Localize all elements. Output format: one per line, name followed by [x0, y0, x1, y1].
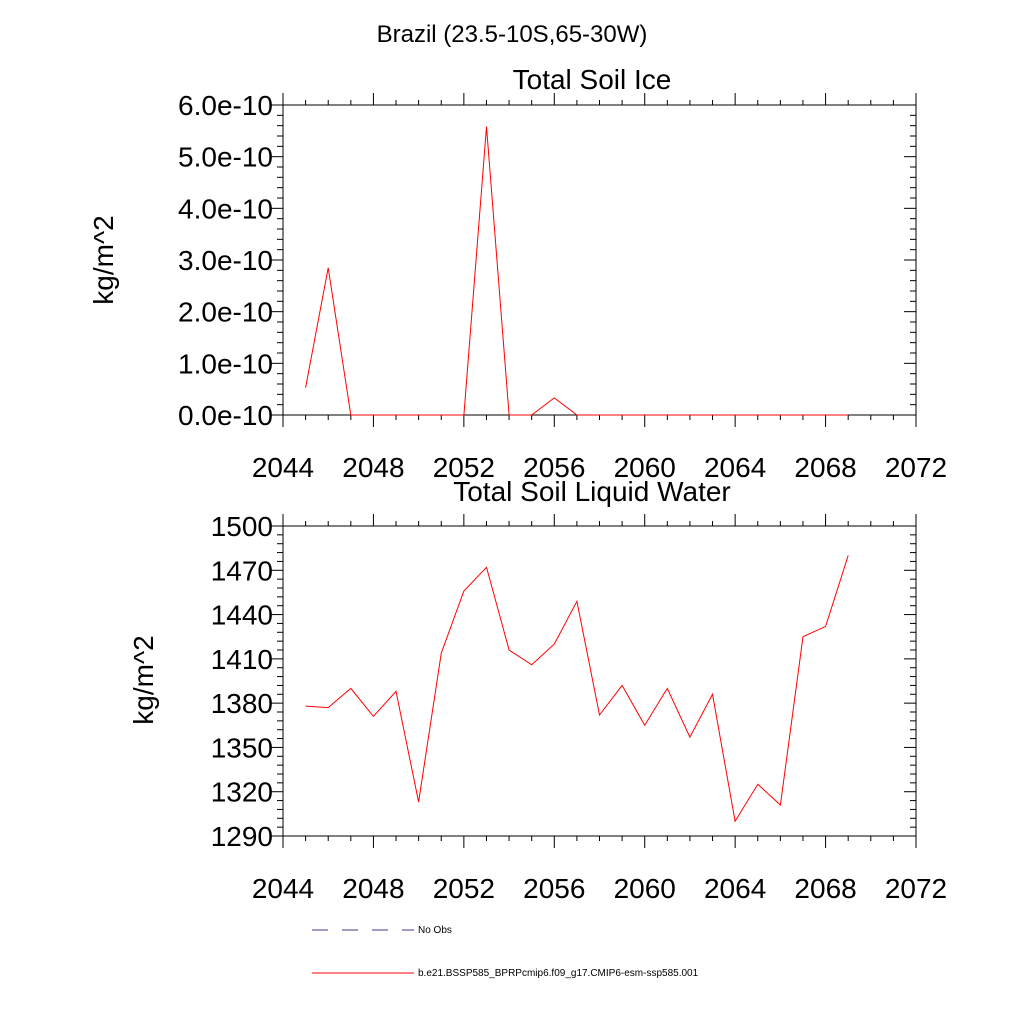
soil-liquid-ytick-label: 1500 [211, 511, 273, 542]
soil-liquid-xtick-label: 2060 [614, 873, 676, 904]
soil-ice-series-line [305, 126, 849, 416]
soil-liquid-panel: Total Soil Liquid Water kg/m^2 2044 2048 2… [128, 476, 947, 904]
soil-liquid-xtick-label: 2064 [704, 873, 766, 904]
soil-ice-xtick-label: 2052 [433, 452, 495, 483]
soil-ice-plot-frame [282, 104, 917, 416]
soil-liquid-xtick-label: 2056 [523, 873, 585, 904]
soil-ice-xtick-label: 2072 [885, 452, 947, 483]
soil-liquid-xtick-label: 2048 [342, 873, 404, 904]
soil-liquid-ticks: 2044 2048 2052 2056 2060 2064 2068 2072 1290 1320… [211, 511, 947, 904]
soil-ice-ytick-label: 2.0e-10 [178, 297, 273, 328]
soil-liquid-title: Total Soil Liquid Water [453, 476, 731, 507]
soil-liquid-ytick-label: 1320 [211, 777, 273, 808]
legend-label-model: b.e21.BSSP585_BPRPcmip6.f09_g17.CMIP6-es… [418, 968, 699, 979]
soil-liquid-series-line [305, 555, 849, 823]
soil-ice-ytick-label: 4.0e-10 [178, 193, 273, 224]
soil-ice-xtick-label: 2044 [252, 452, 314, 483]
soil-ice-ytick-label: 5.0e-10 [178, 142, 273, 173]
soil-liquid-ytick-label: 1380 [211, 688, 273, 719]
legend-label-no-obs: No Obs [418, 925, 452, 936]
soil-liquid-xtick-label: 2052 [433, 873, 495, 904]
soil-ice-xtick-label: 2056 [523, 452, 585, 483]
soil-ice-xtick-label: 2060 [614, 452, 676, 483]
soil-liquid-ytick-label: 1410 [211, 644, 273, 675]
soil-ice-series [305, 126, 849, 416]
soil-ice-ticks: 2044 2048 2052 2056 2060 2064 2068 2072 0.0e-10 1… [178, 90, 947, 483]
soil-liquid-ylabel: kg/m^2 [128, 635, 159, 724]
soil-ice-panel: Total Soil Ice kg/m^2 2044 2048 2052 2056 20… [88, 64, 947, 483]
soil-ice-xtick-label: 2064 [704, 452, 766, 483]
soil-ice-ylabel: kg/m^2 [88, 215, 119, 304]
soil-liquid-series [305, 555, 849, 823]
soil-ice-xtick-label: 2048 [342, 452, 404, 483]
soil-ice-ytick-label: 0.0e-10 [178, 400, 273, 431]
legend: No Obs b.e21.BSSP585_BPRPcmip6.f09_g17.C… [312, 925, 699, 979]
soil-liquid-ytick-label: 1290 [211, 821, 273, 852]
soil-ice-xtick-label: 2068 [794, 452, 856, 483]
soil-liquid-ytick-label: 1350 [211, 732, 273, 763]
soil-ice-title: Total Soil Ice [513, 64, 672, 95]
soil-liquid-xtick-label: 2044 [252, 873, 314, 904]
soil-ice-ytick-label: 1.0e-10 [178, 348, 273, 379]
page-title: Brazil (23.5-10S,65-30W) [377, 21, 648, 48]
soil-liquid-xtick-label: 2068 [794, 873, 856, 904]
soil-liquid-ytick-label: 1440 [211, 600, 273, 631]
soil-liquid-plot-frame [282, 525, 917, 837]
soil-ice-ytick-label: 6.0e-10 [178, 90, 273, 121]
soil-ice-ytick-label: 3.0e-10 [178, 245, 273, 276]
soil-liquid-ytick-label: 1470 [211, 555, 273, 586]
soil-liquid-xtick-label: 2072 [885, 873, 947, 904]
